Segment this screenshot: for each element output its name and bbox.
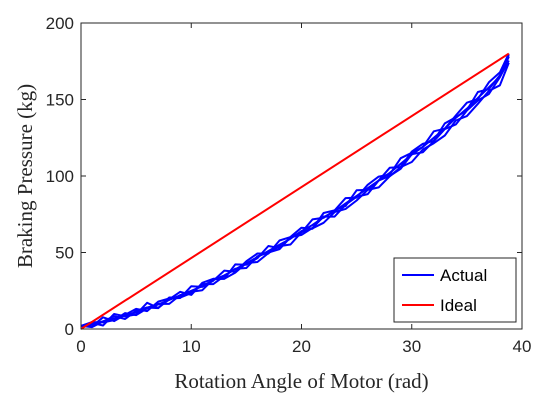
legend: Actual Ideal (393, 257, 517, 323)
x-tick-label: 0 (76, 337, 85, 356)
series-layer (80, 52, 510, 330)
x-axis-label: Rotation Angle of Motor (rad) (174, 369, 428, 393)
axes-box (80, 22, 523, 330)
x-axis-ticks: 0 10 20 30 40 (76, 23, 531, 356)
legend-label-ideal: Ideal (440, 296, 477, 315)
x-tick-label: 10 (182, 337, 201, 356)
series-ideal-line (80, 52, 510, 330)
y-axis-label: Braking Pressure (kg) (13, 84, 37, 268)
legend-box (393, 257, 517, 323)
x-tick-label: 30 (402, 337, 421, 356)
x-tick-label: 40 (513, 337, 532, 356)
series-actual-line (80, 60, 510, 329)
y-tick-label: 50 (55, 244, 74, 263)
y-tick-label: 150 (46, 91, 74, 110)
y-tick-label: 200 (46, 14, 74, 33)
legend-label-actual: Actual (440, 266, 487, 285)
series-actual-line (80, 54, 510, 327)
y-tick-label: 0 (65, 320, 74, 339)
x-tick-label: 20 (292, 337, 311, 356)
y-tick-label: 100 (46, 167, 74, 186)
y-axis-ticks: 0 50 100 150 200 (46, 14, 522, 339)
